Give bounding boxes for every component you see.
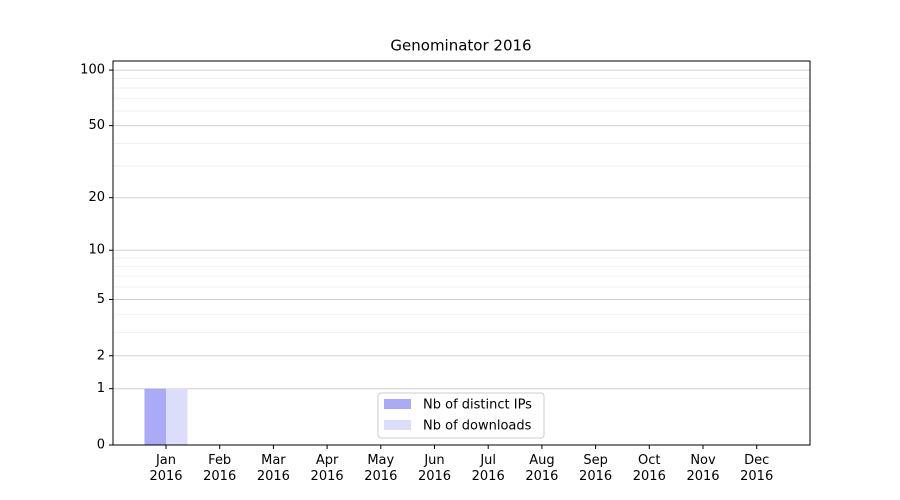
y-tick-label: 5 <box>97 292 105 307</box>
x-tick-label: Aug 2016 <box>525 453 559 484</box>
y-tick-label: 20 <box>88 190 105 205</box>
legend-label: Nb of distinct IPs <box>423 398 532 413</box>
x-tick-label: Apr 2016 <box>310 453 344 484</box>
x-tick-label: Oct 2016 <box>632 453 666 484</box>
y-tick-label: 1 <box>97 381 105 396</box>
x-tick-label: Feb 2016 <box>203 453 237 484</box>
y-tick-label: 100 <box>80 63 105 78</box>
x-tick-label: Jun 2016 <box>417 453 452 484</box>
legend: Nb of distinct IPs Nb of downloads <box>377 392 545 439</box>
x-tick-label: Dec 2016 <box>740 453 774 484</box>
y-tick-label: 0 <box>97 438 105 453</box>
chart-title: Genominator 2016 <box>390 37 531 55</box>
y-tick-label: 50 <box>88 118 105 133</box>
x-tick-label: Mar 2016 <box>256 453 290 484</box>
legend-swatch <box>384 420 411 430</box>
bar <box>166 388 188 445</box>
x-tick-label: Jul 2016 <box>471 453 505 484</box>
y-tick-label: 10 <box>88 243 105 258</box>
legend-box <box>377 392 545 439</box>
y-tick-label: 2 <box>97 348 105 363</box>
x-tick-label: Nov 2016 <box>686 453 720 484</box>
x-tick-label: May 2016 <box>364 453 398 484</box>
legend-label: Nb of downloads <box>423 419 532 434</box>
x-tick-label: Sep 2016 <box>579 453 613 484</box>
legend-swatch <box>384 399 411 409</box>
plot-frame <box>112 60 811 446</box>
bar <box>144 388 166 445</box>
x-tick-label: Jan 2016 <box>149 453 183 484</box>
